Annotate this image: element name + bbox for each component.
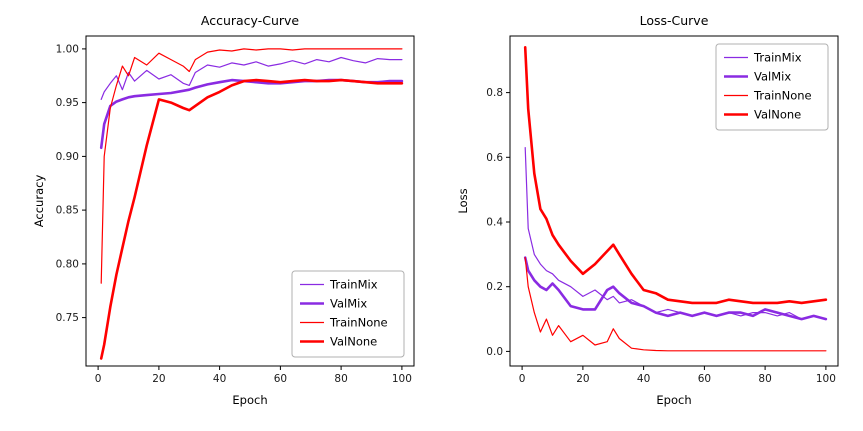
Accuracy-Curve-svg: 0 20 40 60 80 100 0.75 0.80 0.85 0.90 0.95 1.00 Accu… (32, 13, 415, 407)
y-tick-label: 0.75 (56, 312, 79, 324)
x-tick-label: 0 (519, 373, 526, 385)
series-ValNone (523, 45, 828, 305)
legend-entry-label: TrainMix (753, 51, 802, 65)
x-tick-label: 0 (95, 373, 102, 385)
series-TrainNone (524, 257, 827, 352)
legend-entry-label: TrainNone (753, 89, 812, 103)
x-tick-label: 100 (816, 373, 836, 385)
accuracy-curve-chart: 0 20 40 60 80 100 0.75 0.80 0.85 0.90 0.95 1.00 Accu… (28, 4, 428, 414)
x-tick-label: 40 (637, 373, 650, 385)
y-tick-label: 0.8 (486, 87, 503, 99)
y-axis-label: Accuracy (32, 175, 46, 228)
series-ValNone (99, 78, 404, 360)
legend-entry-label: ValNone (330, 335, 377, 349)
legend-entry-label: TrainNone (329, 316, 388, 330)
x-axis-label: Epoch (232, 393, 267, 407)
legend: TrainMix ValMix TrainNone ValNone (715, 43, 829, 131)
x-tick-label: 20 (152, 373, 165, 385)
y-tick-label: 0.4 (486, 217, 503, 229)
x-axis-label: Epoch (656, 393, 691, 407)
y-tick-label: 0.90 (56, 151, 79, 163)
y-tick-label: 0.6 (486, 152, 503, 164)
x-tick-label: 80 (758, 373, 771, 385)
legend-entry-label: ValMix (330, 297, 367, 311)
Loss-Curve-svg: 0 20 40 60 80 100 0.0 0.2 0.4 0.6 0.8 Loss-Curve Epo… (456, 13, 839, 407)
legend-entry-label: ValMix (754, 70, 791, 84)
legend-box (715, 43, 829, 131)
y-tick-label: 0.95 (56, 97, 79, 109)
legend-entry-label: ValNone (754, 108, 801, 122)
chart-title: Accuracy-Curve (201, 13, 300, 28)
chart-title: Loss-Curve (640, 13, 709, 28)
x-tick-label: 80 (334, 373, 347, 385)
y-axis-label: Loss (456, 188, 470, 213)
y-tick-label: 0.85 (56, 205, 79, 217)
loss-curve-chart: 0 20 40 60 80 100 0.0 0.2 0.4 0.6 0.8 Loss-Curve Epo… (452, 4, 852, 414)
series-ValMix (523, 256, 828, 321)
x-tick-label: 60 (274, 373, 287, 385)
series-TrainMix (100, 56, 403, 101)
legend-box (291, 270, 405, 358)
y-tick-label: 0.0 (486, 346, 503, 358)
y-tick-label: 0.2 (486, 281, 503, 293)
x-tick-label: 100 (392, 373, 412, 385)
series-TrainNone (100, 48, 403, 284)
x-tick-label: 40 (213, 373, 226, 385)
x-tick-label: 60 (698, 373, 711, 385)
legend: TrainMix ValMix TrainNone ValNone (291, 270, 405, 358)
legend-entry-label: TrainMix (329, 278, 378, 292)
y-tick-label: 0.80 (56, 258, 79, 270)
x-tick-label: 20 (576, 373, 589, 385)
y-tick-label: 1.00 (56, 43, 79, 55)
